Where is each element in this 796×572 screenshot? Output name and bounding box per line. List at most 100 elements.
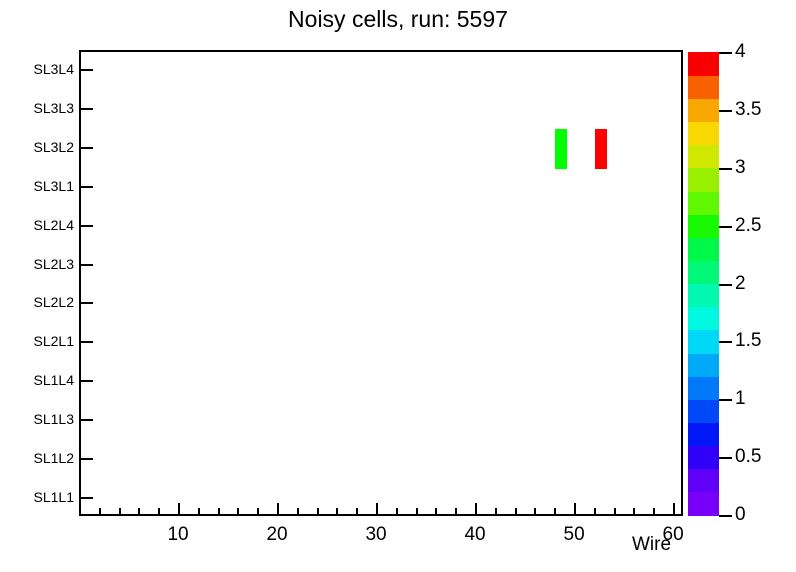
color-band (688, 52, 719, 76)
x-axis-minor-tick (316, 508, 319, 516)
y-axis-tick (79, 418, 93, 421)
y-axis-tick (79, 69, 93, 72)
x-axis-major-tick (475, 503, 478, 516)
x-axis-tick-label: 10 (167, 524, 189, 545)
color-band (688, 98, 719, 123)
x-axis-tick-label: 20 (266, 524, 288, 545)
color-scale-tick (719, 109, 732, 112)
x-axis-tick-label: 30 (365, 524, 387, 545)
color-band (688, 283, 719, 308)
color-scale-tick-label: 0 (735, 504, 746, 525)
color-band (688, 422, 719, 447)
color-band (688, 214, 719, 238)
plot-frame (79, 50, 683, 516)
color-band (688, 75, 719, 99)
y-axis-label-sl3l1: SL3L1 (33, 177, 74, 194)
color-band (688, 167, 719, 192)
color-band (688, 376, 719, 400)
y-axis-label-sl2l4: SL2L4 (33, 216, 74, 233)
x-axis-minor-tick (356, 508, 359, 516)
color-scale-tick (719, 225, 732, 228)
x-axis-minor-tick (118, 508, 121, 516)
y-axis-label-sl1l3: SL1L3 (33, 410, 74, 427)
x-axis-minor-tick (554, 508, 557, 516)
y-axis-label-sl3l3: SL3L3 (33, 100, 74, 117)
x-axis-tick-label: 40 (464, 524, 486, 545)
x-axis-major-tick (376, 503, 379, 516)
x-axis-major-tick (277, 503, 280, 516)
y-axis-tick (79, 224, 93, 227)
color-band (688, 445, 719, 470)
x-axis-tick-label: 50 (563, 524, 585, 545)
x-axis-minor-tick (415, 508, 418, 516)
x-axis-minor-tick (237, 508, 240, 516)
y-axis-label-sl1l1: SL1L1 (33, 488, 74, 505)
color-band (688, 260, 719, 285)
y-axis-tick (79, 185, 93, 188)
x-axis-major-tick (574, 503, 577, 516)
color-band (688, 399, 719, 423)
y-axis-label-sl2l3: SL2L3 (33, 255, 74, 272)
color-band (688, 190, 719, 215)
x-axis-minor-tick (257, 508, 260, 516)
x-axis-minor-tick (395, 508, 398, 516)
x-axis-major-tick (673, 503, 676, 516)
x-axis-title: Wire (632, 534, 672, 555)
y-axis-tick (79, 380, 93, 383)
color-band (688, 237, 719, 261)
color-scale-tick (719, 399, 732, 402)
x-axis-minor-tick (514, 508, 517, 516)
y-axis-tick (79, 108, 93, 111)
color-band (688, 329, 719, 354)
color-scale-tick (719, 52, 732, 54)
x-axis-minor-tick (158, 508, 161, 516)
color-scale-tick-label: 2.5 (735, 214, 762, 236)
heatmap-cell (594, 128, 608, 170)
x-axis-minor-tick (336, 508, 339, 516)
x-axis-minor-tick (593, 508, 596, 516)
y-axis-tick (79, 147, 93, 150)
y-axis-label-sl1l4: SL1L4 (33, 372, 74, 389)
x-axis-minor-tick (197, 508, 200, 516)
color-band (688, 121, 719, 146)
heatmap-cell (555, 128, 568, 170)
y-axis-tick (79, 263, 93, 266)
color-band (688, 468, 719, 493)
color-scale-tick-label: 1 (735, 388, 746, 410)
color-scale-tick (719, 167, 732, 170)
x-axis-minor-tick (613, 508, 616, 516)
page-title: Noisy cells, run: 5597 (288, 6, 508, 32)
color-band (688, 491, 719, 516)
color-scale-tick-label: 3.5 (735, 98, 762, 120)
y-axis-label-sl3l2: SL3L2 (33, 139, 74, 156)
x-axis-minor-tick (138, 508, 141, 516)
x-axis-minor-tick (296, 508, 299, 516)
color-band (688, 144, 719, 169)
y-axis-label-sl3l4: SL3L4 (33, 61, 74, 78)
color-scale-tick-label: 4 (735, 41, 746, 62)
color-scale-tick-label: 1.5 (735, 330, 762, 352)
x-axis-minor-tick (494, 508, 497, 516)
y-axis-label-sl2l1: SL2L1 (33, 333, 74, 350)
x-axis-minor-tick (98, 508, 101, 516)
x-axis-major-tick (178, 503, 181, 516)
y-axis-label-sl1l2: SL1L2 (33, 449, 74, 466)
y-axis-tick (79, 302, 93, 305)
x-axis-minor-tick (633, 508, 636, 516)
y-axis-tick (79, 341, 93, 344)
color-scale-tick (719, 457, 732, 460)
color-scale-tick-label: 3 (735, 156, 746, 178)
x-axis-minor-tick (217, 508, 220, 516)
color-scale-tick-label: 0.5 (735, 446, 762, 468)
color-scale-tick (719, 283, 732, 286)
color-scale-bar (688, 52, 719, 516)
color-band (688, 352, 719, 377)
y-axis-label-sl2l2: SL2L2 (33, 294, 74, 311)
y-axis-tick (79, 496, 93, 499)
x-axis-minor-tick (455, 508, 458, 516)
x-axis-minor-tick (534, 508, 537, 516)
plot-area (81, 52, 681, 514)
x-axis-minor-tick (653, 508, 656, 516)
color-scale-tick-label: 2 (735, 272, 746, 294)
